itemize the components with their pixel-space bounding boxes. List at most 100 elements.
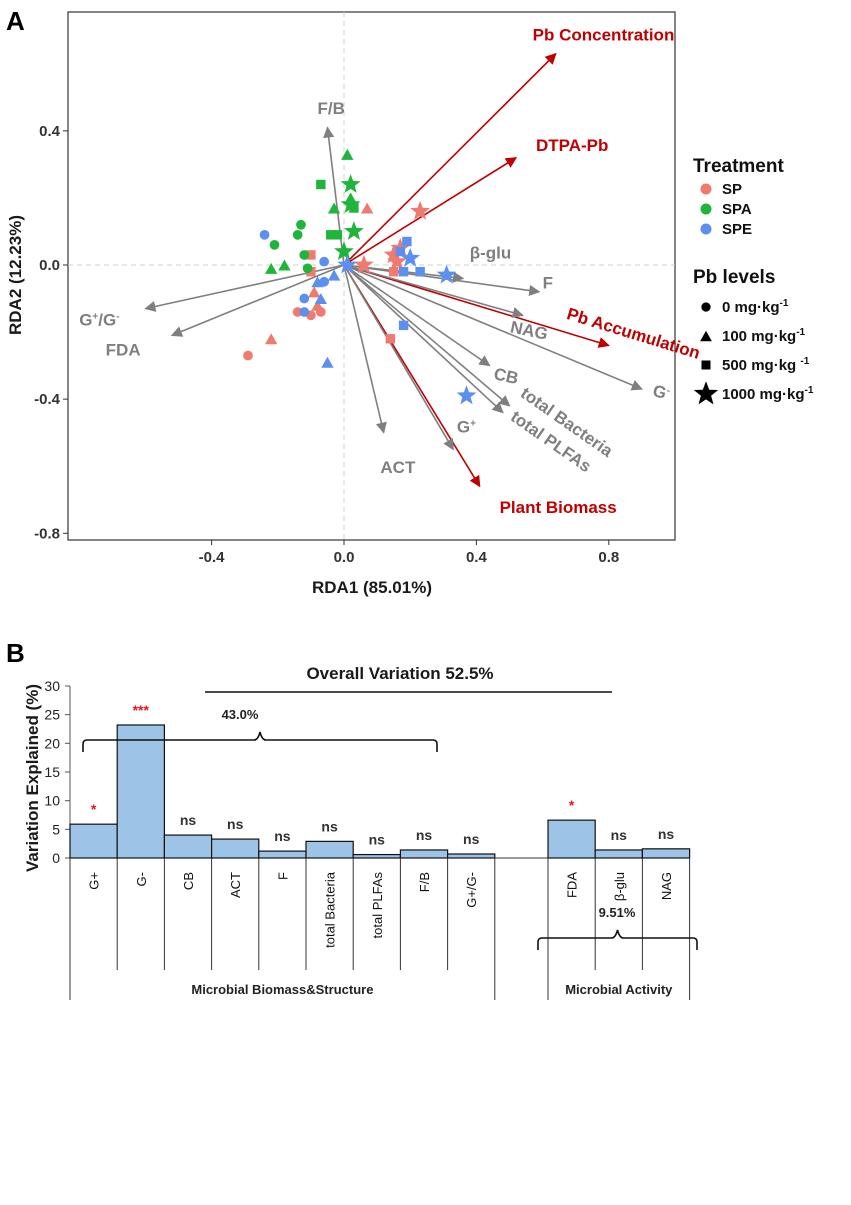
arrow-g- — [343, 264, 643, 391]
legend-shape-square — [701, 360, 711, 370]
category-label: total Bacteria — [323, 871, 338, 948]
legend-shape-triangle — [700, 330, 712, 342]
arrow-dtpa-pb — [343, 157, 518, 266]
point-spa-star — [340, 174, 361, 193]
y-axis-title-b: Variation Explained (%) — [23, 684, 42, 872]
bar-labels: * G+ *** G-ns CB ns ACT ns Fns total Bacteria ns to… — [69, 702, 691, 1000]
y-tick-label: 0.0 — [39, 257, 60, 274]
point-sp-triangle — [360, 202, 374, 214]
arrow-label: G+/G- — [79, 310, 119, 329]
bracket-activity — [537, 929, 698, 950]
zero-lines — [68, 12, 675, 540]
arrow-total-plfas — [343, 264, 504, 414]
point-spa-square — [326, 230, 336, 240]
significance-label: ns — [416, 827, 433, 843]
category-label: NAG — [659, 872, 674, 900]
point-spa-circle — [269, 240, 280, 250]
legend-level-label: 0 mg·kg-1 — [722, 298, 789, 316]
point-sp-circle — [243, 350, 253, 361]
y-tick-label-b: 20 — [44, 735, 60, 751]
bracket-biomass — [82, 731, 438, 752]
group-label-activity: Microbial Activity — [565, 982, 673, 997]
group-brackets: 43.0% 9.51% — [82, 707, 698, 950]
arrow-pb-concentration — [343, 52, 557, 266]
arrow-total-bacteria — [343, 264, 511, 407]
arrow-label: β-glu — [470, 243, 512, 262]
category-label: F — [275, 872, 290, 880]
bar-act — [211, 838, 260, 859]
legend-treatment-label: SP — [722, 181, 742, 198]
arrow-label: FDA — [106, 341, 141, 360]
point-spa-triangle — [265, 262, 278, 274]
point-spa-square — [332, 230, 343, 240]
significance-label: ns — [658, 826, 675, 842]
arrow-label: G- — [651, 381, 672, 403]
category-label: G+ — [87, 872, 102, 890]
bar-g- — [116, 724, 165, 859]
arrow-label: F — [543, 273, 553, 292]
legend-treatment-label: SPE — [722, 221, 752, 238]
point-sp-triangle — [265, 333, 278, 345]
arrow-label: G+ — [457, 418, 476, 437]
legend-level-label: 500 mg·kg -1 — [722, 356, 810, 374]
point-spe-square — [398, 266, 409, 277]
y-tick-label-b: 25 — [44, 707, 60, 723]
arrow-cb — [343, 264, 491, 367]
significance-label: ns — [369, 832, 386, 848]
point-spe-square — [398, 320, 409, 331]
point-spa-star — [340, 194, 361, 213]
category-label: β-glu — [612, 872, 627, 901]
subtotal-activity: 9.51% — [599, 905, 636, 920]
point-sp-triangle — [311, 299, 324, 311]
x-tick-label: 0.4 — [466, 549, 488, 566]
arrow-g- — [343, 264, 454, 451]
point-spa-triangle — [278, 259, 291, 271]
point-spa-star — [334, 241, 354, 260]
y-tick-label-b: 0 — [52, 850, 60, 866]
point-spe-star — [436, 264, 457, 284]
point-spe-square — [395, 246, 405, 257]
sample-points — [243, 148, 477, 405]
subtotal-biomass: 43.0% — [222, 707, 259, 722]
legend-shape-star — [693, 381, 719, 405]
arrow-label: DTPA-Pb — [536, 136, 608, 155]
point-spe-square — [402, 236, 412, 247]
y-tick-label: -0.4 — [34, 391, 61, 408]
legend-swatch-spe — [700, 223, 712, 235]
significance-label: *** — [133, 702, 150, 718]
legend: Treatment Pb levels SP SPA SPE 0 mg·kg-1 100… — [693, 156, 814, 405]
legend-treatment-label: SPA — [722, 201, 752, 218]
chart-b-axes: 0 5 10 15 20 25 30 — [44, 678, 71, 866]
panel-b-label: B — [6, 638, 25, 668]
arrow-label: Pb Accumulation — [565, 304, 703, 363]
bar-g-g- — [447, 853, 496, 859]
arrow-label: F/B — [318, 99, 345, 118]
y-axis-title: RDA2 (12.23%) — [6, 215, 25, 335]
arrow-f — [343, 264, 541, 297]
x-axis-title: RDA1 (85.01%) — [312, 578, 432, 597]
arrow-fda — [170, 264, 345, 337]
panel-a-label: A — [6, 6, 25, 36]
point-spe-circle — [319, 256, 330, 267]
point-spa-circle — [299, 250, 310, 260]
arrow-pb-accumulation — [343, 264, 610, 348]
legend-treatment-title: Treatment — [693, 156, 784, 177]
category-label: G+/G- — [464, 872, 479, 908]
point-spa-star — [344, 221, 364, 240]
bar--glu — [594, 849, 644, 859]
point-spe-circle — [299, 293, 310, 304]
point-spa-triangle — [344, 192, 357, 204]
x-tick-label: 0.0 — [334, 549, 355, 566]
point-spa-square — [316, 179, 326, 190]
point-spe-triangle — [327, 269, 341, 281]
y-ticks: -0.8 -0.4 0.0 0.4 — [34, 123, 68, 542]
legend-swatch-sp — [700, 183, 712, 195]
bar-f-b — [399, 849, 449, 859]
group-label-biomass: Microbial Biomass&Structure — [191, 982, 373, 997]
category-label: total PLFAs — [370, 872, 385, 939]
x-tick-label: -0.4 — [199, 549, 226, 566]
point-spe-star — [456, 385, 477, 405]
point-spe-star — [337, 254, 358, 274]
arrow-label: Pb Concentration — [533, 25, 675, 44]
